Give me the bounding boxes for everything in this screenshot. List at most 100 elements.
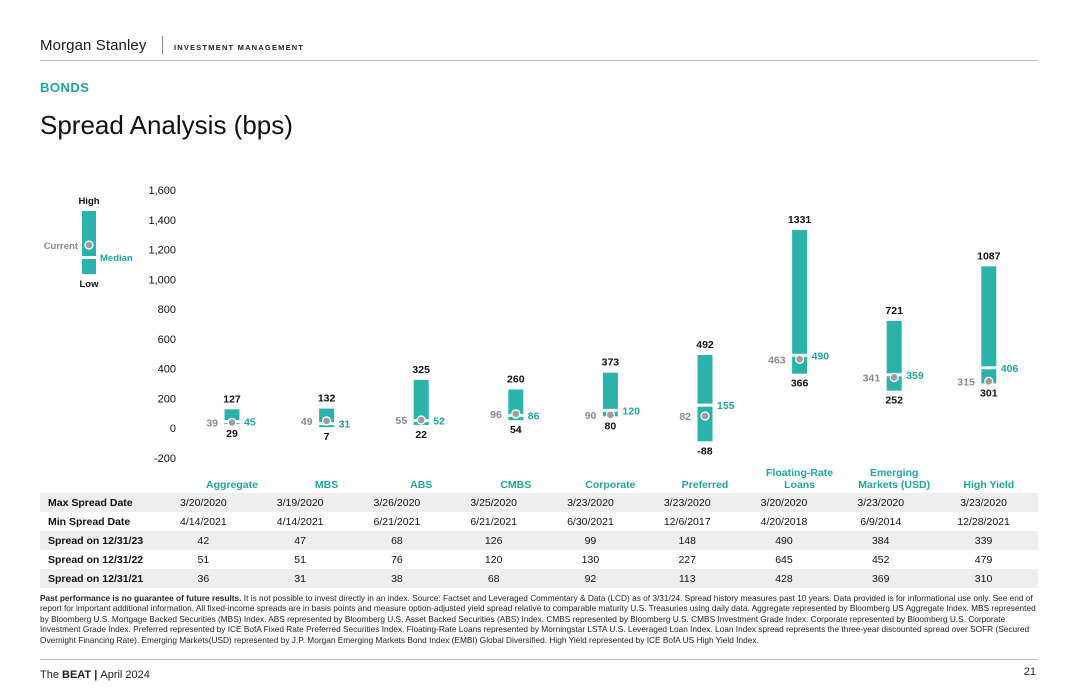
y-tick-label: -200 <box>154 453 176 465</box>
y-tick-label: 800 <box>158 304 176 316</box>
table-cell: 4/14/2021 <box>276 515 324 528</box>
median-value-label: 490 <box>812 350 830 362</box>
table-cell: 3/23/2020 <box>542 493 639 512</box>
category-label: ABS <box>410 479 432 491</box>
table-cell: 68 <box>445 569 543 588</box>
footer-prefix: The <box>40 669 63 681</box>
table-cell: 6/21/2021 <box>470 515 518 528</box>
table-cell: 68 <box>348 531 446 550</box>
low-value-label: -88 <box>697 445 712 457</box>
low-value-label: 366 <box>791 378 809 390</box>
y-tick-label: 200 <box>158 393 176 405</box>
high-value-label: 260 <box>507 374 525 386</box>
table-cell: 47 <box>251 531 349 550</box>
footer-sep: | <box>91 669 101 681</box>
category-label: Markets (USD) <box>858 479 930 491</box>
table-cell: 3/23/2020 <box>929 493 1038 512</box>
range-bar <box>792 230 808 374</box>
table-cell: 3/23/2020 <box>638 493 736 512</box>
table-cell: 12/28/2021 <box>957 515 1010 528</box>
row-label: Max Spread Date <box>40 493 155 512</box>
row-label: Min Spread Date <box>48 515 131 528</box>
table-cell: 31 <box>251 569 349 588</box>
page-title: Spread Analysis (bps) <box>40 110 293 140</box>
footnote-body: It is not possible to invest directly in… <box>40 593 1036 645</box>
table-cell: 3/19/2020 <box>251 493 349 512</box>
legend-current-label: Current <box>44 241 79 252</box>
table-cell: 4/20/2018 <box>760 515 808 528</box>
current-value-label: 463 <box>768 354 786 366</box>
division-label: INVESTMENT MANAGEMENT <box>174 43 305 52</box>
table-cell: 6/9/2014 <box>860 515 902 528</box>
table-cell: 339 <box>929 531 1038 550</box>
median-value-label: 155 <box>717 400 735 412</box>
row-label: Spread on 12/31/23 <box>40 531 155 550</box>
range-bar <box>602 372 618 417</box>
footnote-lead: Past performance is no guarantee of futu… <box>40 593 242 603</box>
table-cell: 310 <box>929 569 1038 588</box>
table-cell: 4/14/2021 <box>180 515 227 528</box>
y-tick-label: 0 <box>170 423 176 435</box>
current-dot <box>416 415 426 425</box>
table-cell: 479 <box>974 553 993 566</box>
current-value-label: 90 <box>585 410 597 422</box>
table-cell: 369 <box>832 569 930 588</box>
logo-divider <box>162 36 163 54</box>
footnote: Past performance is no guarantee of futu… <box>40 593 1040 645</box>
footer-rule <box>40 659 1038 660</box>
table-cell: 42 <box>155 531 252 550</box>
table-cell: 130 <box>581 553 600 566</box>
current-dot <box>605 410 616 420</box>
table-cell: 645 <box>775 553 793 566</box>
section-label: BONDS <box>40 80 90 95</box>
legend-high-label: High <box>78 196 99 207</box>
table-row: Spread on 12/31/22 51 51 76 120 130 227 645 452 4… <box>40 550 1038 569</box>
low-value-label: 80 <box>605 420 617 432</box>
high-value-label: 127 <box>223 393 241 405</box>
y-tick-label: 1,400 <box>148 215 176 227</box>
legend-median-line <box>82 256 96 259</box>
table-row: Spread on 12/31/23 42 47 68 126 99 148 490 384 33… <box>40 531 1038 550</box>
row-label: Spread on 12/31/22 <box>48 553 144 566</box>
category-label: Corporate <box>585 479 635 491</box>
footer-date: April 2024 <box>100 669 150 681</box>
page-number: 21 <box>1023 666 1036 678</box>
high-value-label: 1087 <box>977 250 1001 262</box>
high-value-label: 721 <box>885 305 903 317</box>
table-cell: 452 <box>871 553 890 566</box>
table-row: Spread on 12/31/21 36 31 38 68 92 113 428 369 310 <box>40 569 1038 588</box>
table-cell: 76 <box>391 553 403 566</box>
table-cell: 3/20/2020 <box>155 493 252 512</box>
current-value-label: 341 <box>863 372 881 384</box>
median-value-label: 86 <box>528 410 540 422</box>
range-bar <box>697 354 713 442</box>
brand-logo: Morgan Stanley <box>40 37 147 54</box>
low-value-label: 7 <box>324 431 330 443</box>
table-row: Max Spread Date 3/20/2020 3/19/2020 3/26/20… <box>40 493 1038 512</box>
table-cell: 490 <box>735 531 833 550</box>
low-value-label: 54 <box>510 424 522 436</box>
table-cell: 3/23/2020 <box>832 493 930 512</box>
median-value-label: 52 <box>433 415 445 427</box>
median-line <box>981 366 997 370</box>
legend-median-label: Median <box>100 253 133 264</box>
y-tick-label: 1,000 <box>148 274 176 286</box>
table-cell: 38 <box>348 569 446 588</box>
current-value-label: 315 <box>957 376 975 388</box>
legend-current-dot <box>84 240 94 250</box>
table-cell: 113 <box>638 569 736 588</box>
table-cell: 36 <box>155 569 252 588</box>
range-bar <box>886 320 902 391</box>
current-value-label: 49 <box>301 416 313 428</box>
table-cell: 51 <box>197 553 210 566</box>
table-cell: 12/6/2017 <box>663 515 711 528</box>
table-cell: 120 <box>484 553 503 566</box>
table-row: Min Spread Date 4/14/2021 4/14/2021 6/21/20… <box>40 512 1038 531</box>
low-value-label: 252 <box>885 395 903 407</box>
high-value-label: 325 <box>412 364 430 376</box>
table-cell: 148 <box>638 531 736 550</box>
median-value-label: 45 <box>244 417 256 429</box>
category-label: Floating-Rate <box>766 467 833 479</box>
category-label: High Yield <box>963 479 1014 491</box>
high-value-label: 132 <box>318 393 336 405</box>
